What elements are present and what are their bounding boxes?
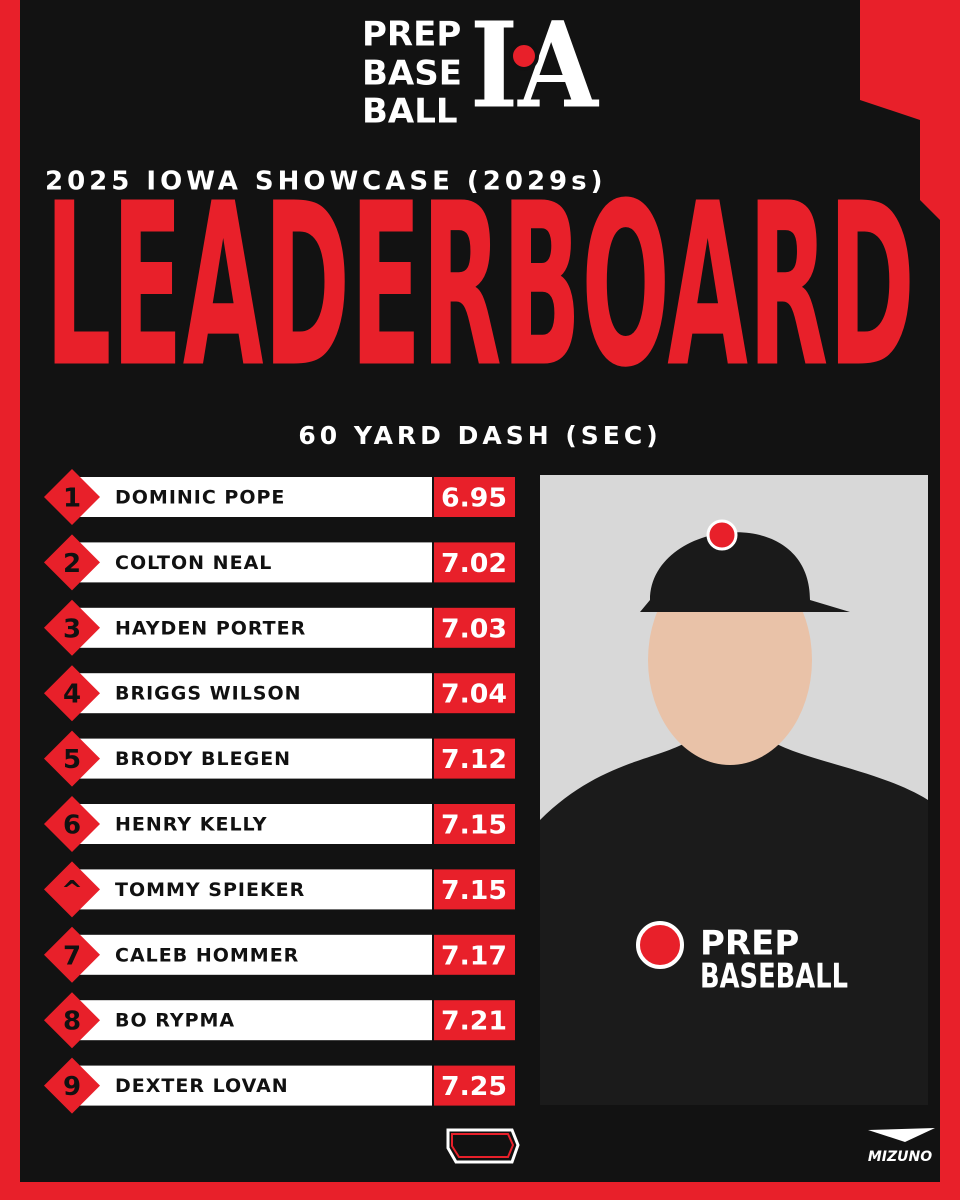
time-box [434, 1000, 515, 1041]
rank-badge [44, 796, 100, 852]
time-box [434, 477, 515, 517]
time: 7.25 [441, 1072, 507, 1102]
player-name: HENRY KELLY [115, 814, 267, 836]
rank: 4 [63, 680, 81, 710]
rank: 9 [63, 1072, 81, 1102]
player-name: BRODY BLEGEN [115, 748, 291, 770]
shirt-logo [636, 921, 684, 969]
row-bar [80, 1000, 432, 1041]
player-photo: PREP BASEBALL [540, 475, 928, 1105]
time: 7.12 [441, 745, 507, 775]
time: 7.15 [441, 811, 507, 841]
rank: 8 [63, 1007, 81, 1037]
rank-badge [44, 665, 100, 722]
rank: 3 [63, 614, 81, 644]
rank-badge [44, 861, 100, 918]
row-bar [80, 607, 432, 648]
rank-badge [44, 730, 100, 787]
player-name: DEXTER LOVAN [115, 1075, 289, 1097]
player-name: CALEB HOMMER [115, 944, 299, 966]
row-bar [80, 869, 432, 910]
row-bar [80, 804, 432, 844]
time: 7.02 [441, 549, 507, 579]
time: 7.17 [441, 941, 507, 971]
logo: PREP BASE BALL IA [362, 0, 599, 135]
logo-line: BASE [362, 54, 462, 94]
cap-logo [706, 519, 738, 551]
rows: 1 DOMINIC POPE 6.95 2 COLTON NEAL 7.02 3 HAYDEN… [44, 469, 515, 1114]
rank: 1 [63, 484, 81, 514]
time-box [434, 804, 515, 844]
iowa-icon-inner [451, 1133, 515, 1158]
rank-badge [44, 992, 100, 1049]
sponsor-mark [868, 1128, 935, 1142]
time: 6.95 [441, 484, 507, 514]
photo-shirt [540, 740, 928, 1105]
time: 7.15 [441, 876, 507, 906]
player-name: BO RYPMA [115, 1010, 235, 1032]
time: 7.21 [441, 1007, 507, 1037]
time-box [434, 869, 515, 910]
logo-mark: IA [470, 0, 599, 135]
logo-ball [509, 41, 539, 71]
rank: 2 [63, 549, 81, 579]
row-bar [80, 477, 432, 517]
logo-line: BALL [362, 92, 458, 132]
rank-badge [44, 534, 100, 591]
row-bar [80, 934, 432, 975]
photo-cap [640, 532, 850, 612]
frame-accent [0, 0, 20, 120]
shirt-text: PREP [700, 924, 799, 964]
rank: 7 [63, 941, 81, 971]
rank-badge [44, 1057, 100, 1114]
iowa-icon [446, 1128, 520, 1164]
rank: 6 [63, 811, 81, 841]
time-box [434, 673, 515, 714]
rank: 5 [63, 745, 81, 775]
rank: ^ [61, 876, 83, 906]
time-box [434, 1065, 515, 1106]
sponsor: MIZUNO [868, 1149, 932, 1165]
rank-badge [44, 469, 100, 525]
row-bar [80, 542, 432, 583]
title: LEADERBOARD [45, 156, 915, 418]
time: 7.03 [441, 614, 507, 644]
player-name: DOMINIC POPE [115, 487, 285, 509]
row-bar [80, 673, 432, 714]
metric: 60 YARD DASH (SEC) [298, 421, 661, 450]
time-box [434, 738, 515, 779]
player-name: BRIGGS WILSON [115, 683, 302, 705]
rank-badge [44, 599, 100, 656]
player-name: COLTON NEAL [115, 552, 272, 574]
row-bar [80, 1065, 432, 1106]
player-name: TOMMY SPIEKER [115, 879, 305, 901]
player-name: HAYDEN PORTER [115, 617, 306, 639]
logo-line: PREP [362, 15, 461, 55]
time-box [434, 934, 515, 975]
rank-badge [44, 926, 100, 983]
row-bar [80, 738, 432, 779]
time-box [434, 607, 515, 648]
time-box [434, 542, 515, 583]
time: 7.04 [441, 680, 507, 710]
subtitle: 2025 IOWA SHOWCASE (2029s) [45, 167, 607, 197]
frame-accent [860, 0, 940, 220]
shirt-text: BASEBALL [700, 957, 848, 997]
